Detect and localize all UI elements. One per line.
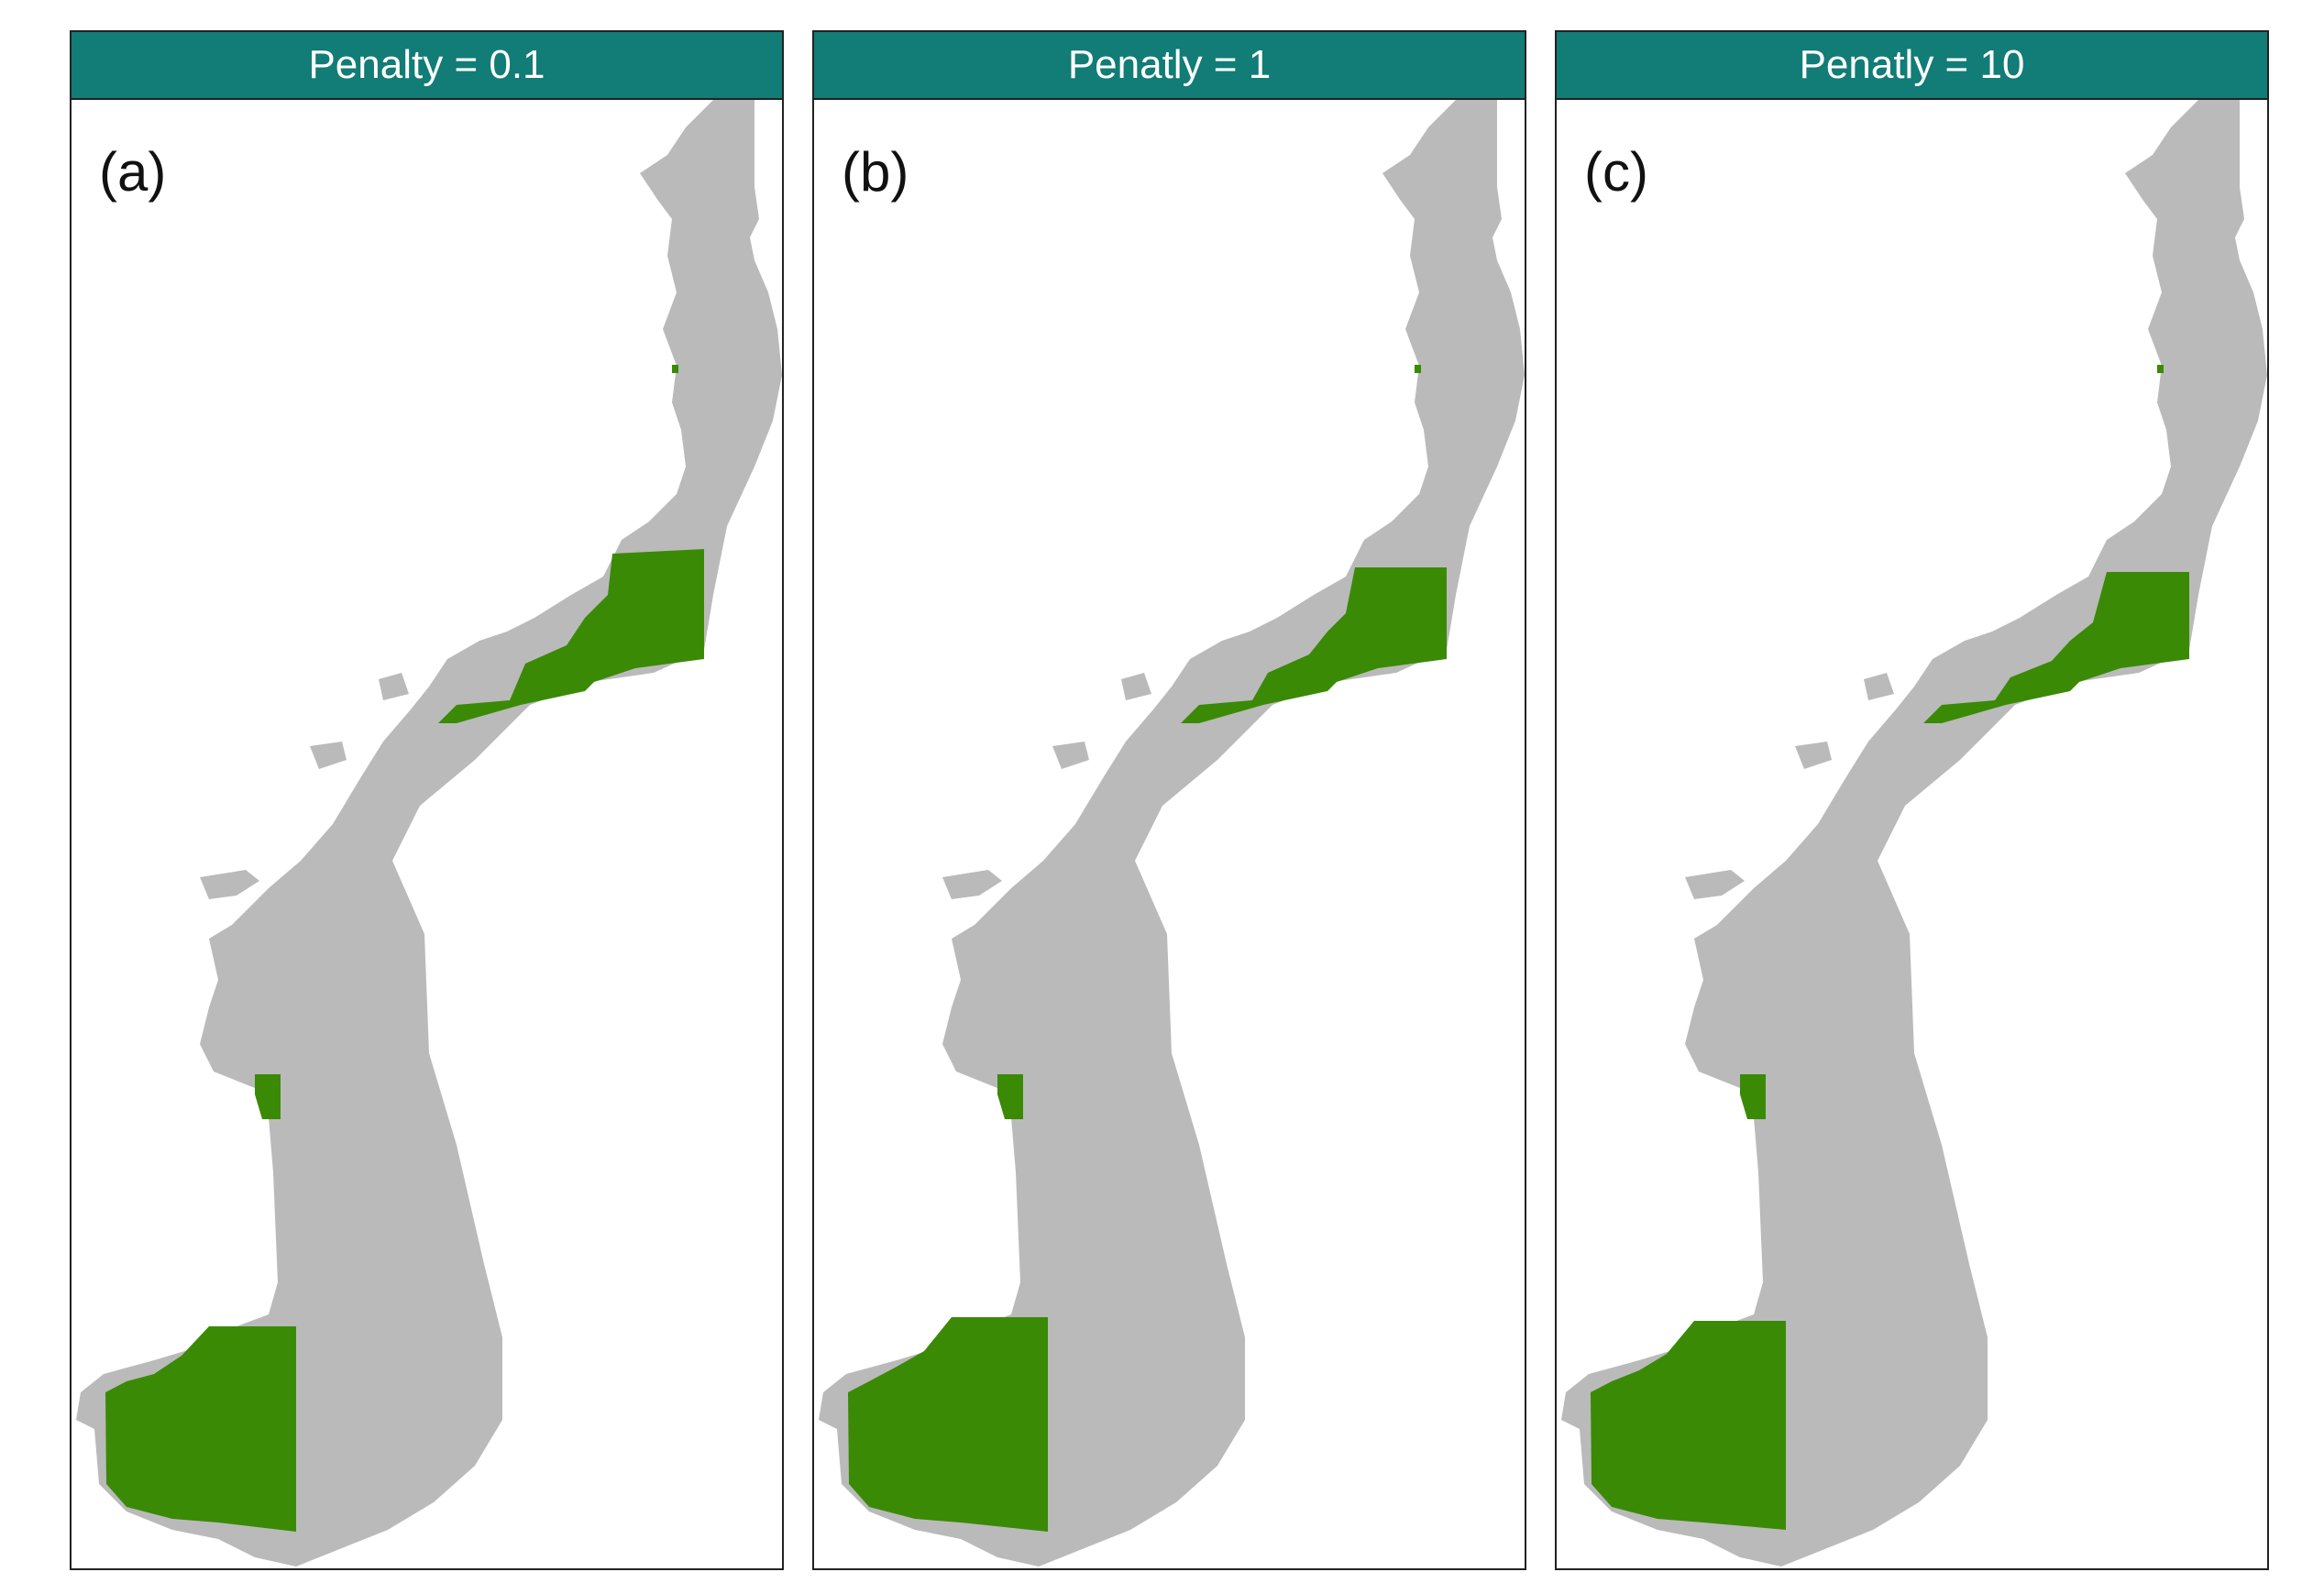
panel-a-strip: Penalty = 0.1 (70, 30, 784, 100)
selected-area-small (672, 365, 678, 373)
panel-c: Penatly = 10 (c) (1555, 30, 2269, 1570)
selected-area-middle (255, 1074, 281, 1119)
panel-a-tag: (a) (99, 141, 167, 203)
selected-area-small (2157, 365, 2164, 373)
panel-b-map-svg (819, 100, 1525, 1567)
selected-area-north (1923, 572, 2189, 723)
panel-b: Penatly = 1 (b) (812, 30, 1526, 1570)
land-inlet-3 (310, 742, 347, 769)
panel-a-selected-areas (105, 365, 704, 1532)
land-inlet-3 (1052, 742, 1089, 769)
panel-c-land (1561, 100, 2267, 1567)
selected-area-south (848, 1317, 1048, 1532)
land-inlet-3 (1795, 742, 1832, 769)
panel-a-title: Penalty = 0.1 (308, 42, 545, 87)
land-inlet-4 (1864, 673, 1894, 700)
selected-area-north (1181, 567, 1447, 723)
selected-area-south (105, 1326, 296, 1532)
panel-c-selected-areas (1591, 365, 2189, 1530)
panel-a-land (76, 100, 782, 1567)
panel-b-strip: Penatly = 1 (812, 30, 1526, 100)
panel-c-map: (c) (1555, 98, 2269, 1570)
panel-c-tag: (c) (1584, 141, 1648, 203)
panel-a-map-svg (76, 100, 782, 1567)
land-inlet-1 (942, 870, 1002, 899)
selected-area-south (1591, 1321, 1786, 1530)
land-area (819, 100, 1525, 1567)
selected-area-middle (1740, 1074, 1766, 1119)
panel-b-selected-areas (848, 365, 1447, 1532)
land-inlet-2 (264, 1037, 292, 1062)
selected-area-north (438, 549, 704, 723)
land-inlet-1 (1685, 870, 1745, 899)
panel-c-title: Penatly = 10 (1799, 42, 2025, 87)
land-area (76, 100, 782, 1567)
land-inlet-2 (1007, 1037, 1034, 1062)
panel-c-strip: Penatly = 10 (1555, 30, 2269, 100)
panel-b-tag: (b) (842, 141, 909, 203)
panel-c-map-svg (1561, 100, 2267, 1567)
panel-b-map: (b) (812, 98, 1526, 1570)
land-inlet-2 (1749, 1037, 1777, 1062)
selected-area-middle (997, 1074, 1023, 1119)
panel-a: Penalty = 0.1 (a) (70, 30, 784, 1570)
panel-b-land (819, 100, 1525, 1567)
land-inlet-4 (1121, 673, 1151, 700)
land-area (1561, 100, 2267, 1567)
selected-area-small (1415, 365, 1421, 373)
land-inlet-4 (379, 673, 409, 700)
panel-b-title: Penatly = 1 (1067, 42, 1272, 87)
land-inlet-1 (200, 870, 259, 899)
panel-a-map: (a) (70, 98, 784, 1570)
